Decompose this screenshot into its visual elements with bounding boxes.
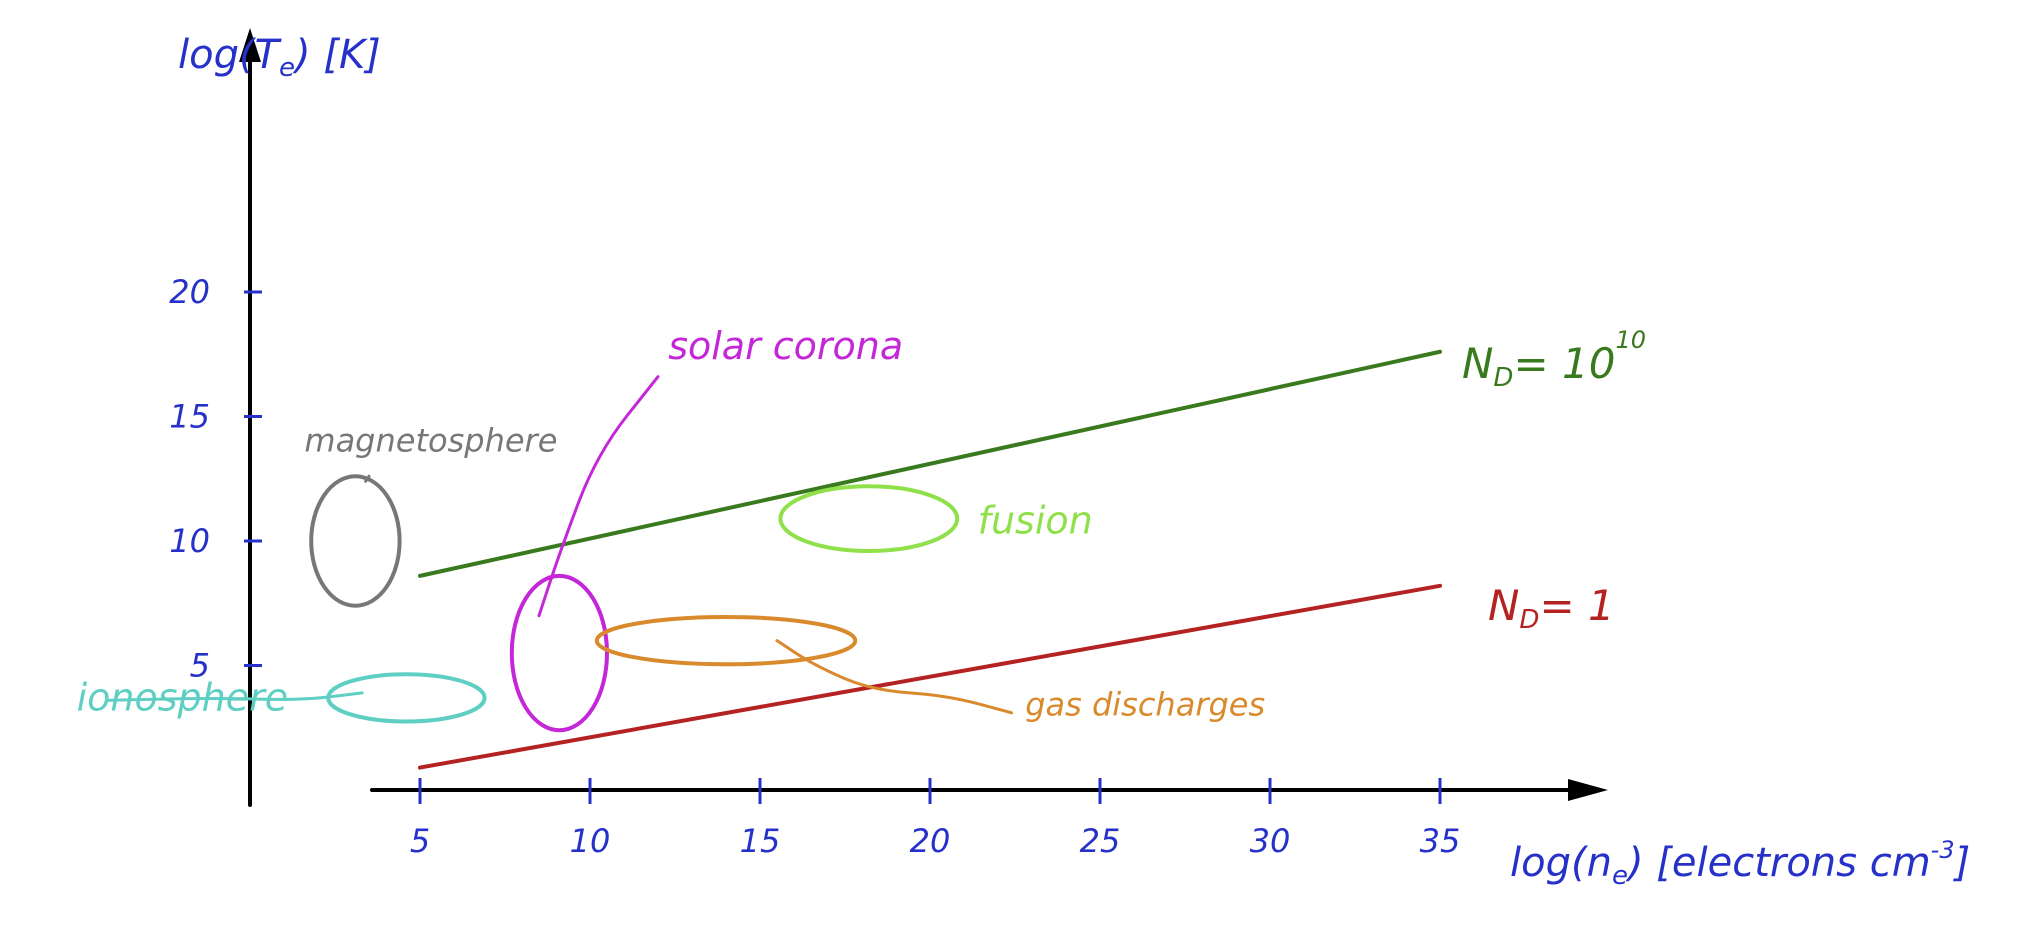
series-line-0: [418, 349, 1442, 578]
region-label: ionosphere: [77, 675, 289, 719]
x-tick-label: 30: [1250, 822, 1291, 860]
region-leader-line: [775, 639, 1014, 715]
y-tick-label: 10: [169, 522, 210, 560]
axes: [239, 28, 1608, 807]
region-outline: [509, 573, 610, 733]
region-label: magnetosphere: [304, 421, 557, 459]
region-ionosphere: ionosphere: [77, 672, 487, 724]
y-axis-arrowhead: [239, 28, 261, 62]
region-leader-line: [364, 474, 371, 483]
series-lines: [418, 349, 1442, 770]
series-label-nd-1: ND= 1: [1488, 581, 1615, 635]
region-solar-corona: solar corona: [509, 324, 903, 733]
y-tick-label: 15: [169, 398, 210, 436]
region-outline: [309, 474, 402, 608]
region-magnetosphere: magnetosphere: [304, 421, 557, 608]
region-label: gas discharges: [1025, 685, 1265, 723]
series-label-nd-1e10: ND= 1010: [1462, 326, 1646, 393]
x-axis-label: log(ne) [electrons cm-3]: [1510, 836, 1970, 891]
region-outline: [594, 614, 858, 667]
region-label: solar corona: [668, 324, 903, 368]
x-axis-arrowhead: [1568, 779, 1608, 801]
x-tick-label: 15: [740, 822, 781, 860]
region-label: fusion: [978, 499, 1093, 543]
plasma-regions: magnetosphere solar corona fusion gas disch…: [77, 324, 1265, 733]
tick-marks: 5 10 15 20 25 30 35 5 10 15 20: [169, 273, 1460, 860]
region-leader-line: [537, 375, 660, 618]
x-tick-label: 25: [1080, 822, 1121, 860]
region-fusion: fusion: [778, 484, 1093, 553]
region-outline: [778, 484, 960, 553]
region-gas-discharges: gas discharges: [594, 614, 1265, 723]
y-tick-label: 5: [190, 647, 210, 685]
x-tick-label: 5: [410, 822, 430, 860]
series-line-1: [418, 583, 1442, 770]
y-axis-label: log(Te) [K]: [178, 32, 381, 83]
region-outline: [326, 672, 487, 724]
x-tick-label: 20: [910, 822, 951, 860]
y-tick-label: 20: [169, 273, 210, 311]
x-tick-label: 10: [570, 822, 611, 860]
x-tick-label: 35: [1420, 822, 1461, 860]
region-leader-line: [105, 691, 364, 702]
